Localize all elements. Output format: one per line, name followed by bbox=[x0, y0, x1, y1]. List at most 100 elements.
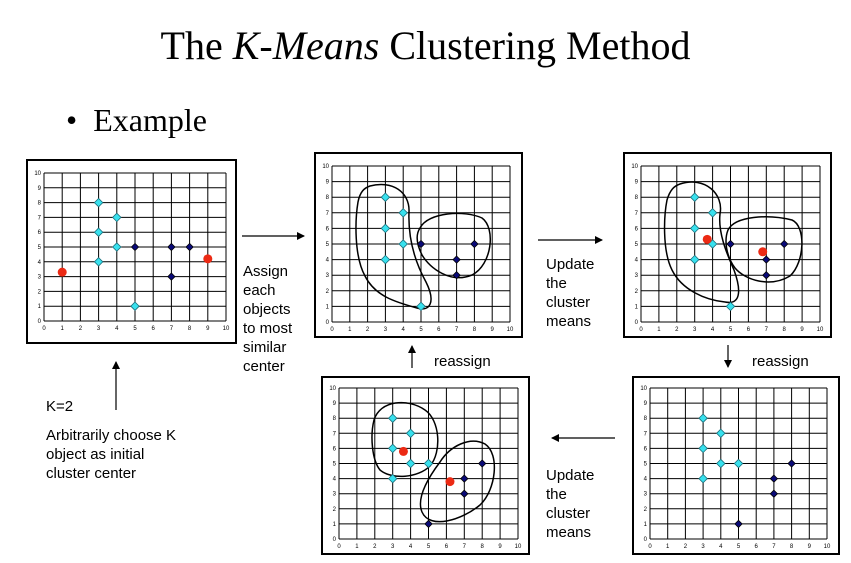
x-tick-label: 1 bbox=[348, 327, 352, 333]
data-point-navy bbox=[416, 239, 426, 249]
x-tick-label: 1 bbox=[657, 327, 661, 333]
y-tick-label: 9 bbox=[635, 180, 639, 186]
x-tick-label: 9 bbox=[206, 326, 210, 332]
data-point-navy bbox=[167, 242, 176, 252]
y-tick-label: 7 bbox=[326, 211, 330, 217]
data-point-navy bbox=[452, 255, 461, 264]
data-point-cyan bbox=[707, 208, 718, 218]
data-point-cyan bbox=[698, 413, 708, 423]
cluster-outline bbox=[663, 181, 740, 304]
y-tick-label: 10 bbox=[322, 164, 329, 170]
x-tick-label: 5 bbox=[133, 326, 137, 332]
y-tick-label: 5 bbox=[326, 242, 330, 248]
data-point-cyan bbox=[698, 473, 708, 484]
data-point-navy bbox=[185, 242, 194, 252]
scatter-plot-means-2: 00 1 1 2 2 3 3 4 4 5 5 6 6 7 7 8 8 9 9 10 10 bbox=[329, 386, 522, 550]
x-tick-label: 2 bbox=[373, 544, 377, 550]
choose-line-1: Arbitrarily choose K bbox=[46, 427, 177, 444]
data-point-cyan bbox=[112, 242, 122, 252]
data-point-navy bbox=[130, 242, 140, 252]
update-bottom-line-1: Update bbox=[546, 467, 595, 484]
y-tick-label: 0 bbox=[326, 320, 330, 326]
y-tick-label: 7 bbox=[333, 431, 337, 437]
x-tick-label: 6 bbox=[747, 327, 751, 333]
y-tick-label: 9 bbox=[333, 401, 337, 407]
y-tick-label: 0 bbox=[333, 537, 337, 543]
y-tick-label: 10 bbox=[329, 386, 336, 392]
y-tick-label: 7 bbox=[38, 215, 42, 221]
x-tick-label: 2 bbox=[675, 327, 679, 333]
assign-line-4: to most bbox=[243, 320, 293, 337]
x-tick-label: 5 bbox=[737, 544, 741, 550]
cluster-outline bbox=[355, 183, 432, 310]
y-tick-label: 8 bbox=[635, 195, 639, 201]
data-point-cyan bbox=[716, 428, 726, 439]
x-tick-label: 1 bbox=[355, 544, 359, 550]
x-tick-label: 10 bbox=[824, 544, 831, 550]
update-top-line-4: means bbox=[546, 313, 592, 330]
x-tick-label: 2 bbox=[79, 326, 83, 332]
data-point-cyan bbox=[405, 428, 416, 439]
x-tick-label: 4 bbox=[402, 327, 406, 333]
y-tick-label: 5 bbox=[635, 242, 639, 248]
panel-means-2 bbox=[321, 376, 530, 555]
x-tick-label: 0 bbox=[330, 327, 334, 333]
x-tick-label: 9 bbox=[808, 544, 812, 550]
y-tick-label: 8 bbox=[644, 416, 648, 422]
data-point-navy bbox=[478, 459, 487, 468]
assign-line-3: objects bbox=[243, 301, 291, 318]
data-point-cyan bbox=[689, 192, 700, 202]
label-choose: Arbitrarily choose K object as initial c… bbox=[46, 426, 176, 483]
update-top-line-2: the bbox=[546, 275, 567, 292]
data-point-navy bbox=[762, 255, 771, 264]
x-tick-label: 6 bbox=[755, 544, 759, 550]
x-tick-label: 5 bbox=[419, 327, 423, 333]
y-tick-label: 8 bbox=[326, 195, 330, 201]
data-point-navy bbox=[460, 474, 469, 483]
x-tick-label: 6 bbox=[152, 326, 156, 332]
x-tick-label: 0 bbox=[639, 327, 643, 333]
x-tick-label: 10 bbox=[223, 326, 230, 332]
x-tick-label: 8 bbox=[473, 327, 477, 333]
cluster-center bbox=[398, 446, 408, 456]
y-tick-label: 2 bbox=[326, 289, 330, 295]
x-tick-label: 4 bbox=[719, 544, 723, 550]
cluster-center bbox=[57, 267, 67, 277]
data-point-navy bbox=[424, 519, 433, 529]
x-tick-label: 3 bbox=[384, 327, 388, 333]
assign-line-2: each bbox=[243, 282, 276, 299]
data-point-cyan bbox=[398, 208, 408, 218]
data-point-cyan bbox=[416, 301, 426, 312]
x-tick-label: 0 bbox=[648, 544, 652, 550]
data-point-navy bbox=[762, 271, 771, 280]
y-tick-label: 7 bbox=[635, 211, 639, 217]
y-tick-label: 4 bbox=[333, 477, 337, 483]
y-tick-label: 1 bbox=[326, 304, 330, 310]
data-point-cyan bbox=[716, 458, 726, 469]
choose-line-3: cluster center bbox=[46, 465, 137, 482]
y-tick-label: 0 bbox=[38, 319, 42, 325]
x-tick-label: 10 bbox=[515, 544, 522, 550]
y-tick-label: 3 bbox=[644, 492, 648, 498]
y-tick-label: 6 bbox=[326, 226, 330, 232]
data-point-navy bbox=[452, 271, 461, 280]
y-tick-label: 0 bbox=[644, 537, 648, 543]
y-tick-label: 8 bbox=[38, 201, 42, 207]
x-tick-label: 7 bbox=[463, 544, 467, 550]
y-tick-label: 2 bbox=[635, 289, 639, 295]
x-tick-label: 2 bbox=[684, 544, 688, 550]
choose-line-2: object as initial bbox=[46, 446, 145, 463]
label-reassign-right: reassign bbox=[752, 353, 809, 370]
y-tick-label: 4 bbox=[644, 477, 648, 483]
data-point-cyan bbox=[93, 197, 104, 208]
label-update-bottom: Update the cluster means bbox=[546, 466, 594, 542]
y-tick-label: 9 bbox=[644, 401, 648, 407]
data-point-cyan bbox=[423, 458, 434, 469]
x-tick-label: 8 bbox=[783, 327, 787, 333]
x-tick-label: 5 bbox=[427, 544, 431, 550]
y-tick-label: 6 bbox=[644, 446, 648, 452]
bullet-example: • Example bbox=[66, 102, 207, 139]
data-point-navy bbox=[734, 519, 743, 529]
data-point-cyan bbox=[93, 227, 104, 237]
y-tick-label: 6 bbox=[38, 230, 42, 236]
